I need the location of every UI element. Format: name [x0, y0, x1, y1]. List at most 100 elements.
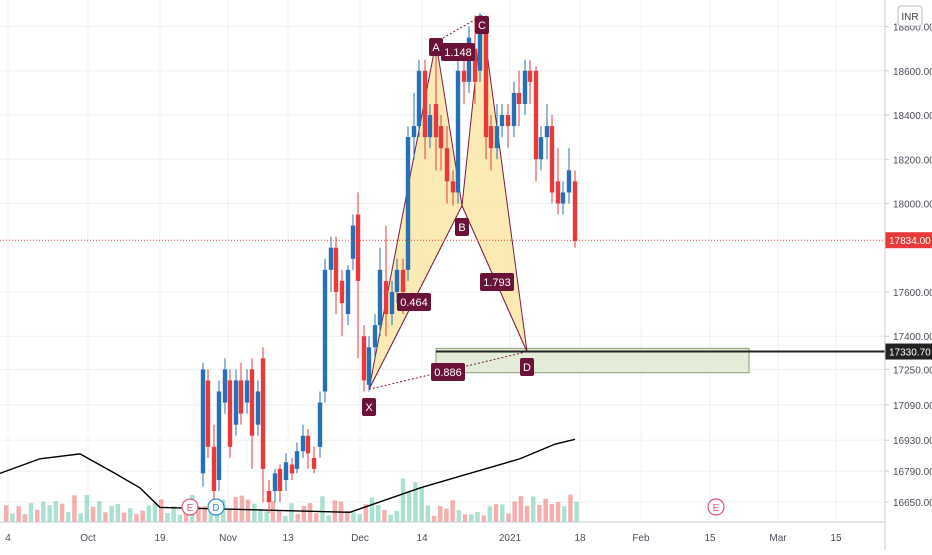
- x-tick-label: Feb: [632, 533, 650, 544]
- candle-body: [350, 225, 356, 259]
- candle-body: [533, 70, 539, 160]
- candle-body: [488, 126, 494, 149]
- volume-bar: [568, 494, 573, 522]
- volume-bar: [500, 504, 505, 522]
- candle-body: [444, 148, 450, 182]
- x-tick-label: Dec: [351, 533, 369, 544]
- candle-body: [305, 435, 311, 454]
- price-lines: 17834.00 17330.70: [0, 232, 932, 360]
- volume-bar: [481, 515, 486, 522]
- pattern-point-d-bg: [520, 358, 534, 376]
- candle-body: [328, 247, 334, 270]
- volume-bar: [227, 510, 232, 522]
- volume-bar: [16, 506, 21, 522]
- current-price-label: 17834.00: [889, 236, 931, 247]
- candle-body: [311, 457, 317, 469]
- candle-body: [522, 70, 528, 104]
- candle-body: [377, 269, 383, 326]
- pattern-ac-line: [435, 15, 483, 43]
- candle-body: [366, 347, 372, 385]
- volume-bar: [431, 515, 437, 522]
- level-badge: [885, 343, 932, 360]
- candle-body: [483, 26, 489, 138]
- volume-bar: [493, 504, 499, 522]
- event-marker-circle: [207, 498, 225, 516]
- volume-bar: [363, 504, 369, 522]
- volume-bar: [214, 510, 220, 522]
- volume-bar: [413, 482, 418, 522]
- pattern-point-a-bg: [429, 38, 443, 56]
- ratio-label: 1.148: [444, 47, 472, 59]
- candle-body: [538, 137, 544, 160]
- pattern-point-x: X: [365, 402, 373, 414]
- volume-bar: [134, 514, 139, 522]
- current-price-badge: [885, 232, 932, 249]
- volume-bar: [369, 497, 375, 522]
- volume-bar: [444, 508, 449, 522]
- volume-bar: [283, 515, 288, 522]
- candle-body: [427, 115, 433, 138]
- price-axis[interactable]: 18800.00 18600.00 18400.00 18200.00 18000.00…: [884, 0, 932, 550]
- currency-badge[interactable]: INR: [897, 5, 923, 27]
- y-tick-label: 18800.00: [893, 23, 932, 34]
- volume-bar: [307, 503, 313, 522]
- candle-body: [289, 464, 295, 474]
- y-tick-label: 17090.00: [893, 401, 932, 412]
- candle-body: [499, 115, 505, 127]
- volume-bar: [146, 505, 152, 522]
- candle-body: [222, 369, 228, 403]
- event-marker-circle: [707, 498, 725, 516]
- ratio-label-bg: [480, 273, 514, 291]
- harmonic-pattern: [368, 15, 528, 390]
- time-axis[interactable]: 4 Oct 19 Nov 13 Dec 14 2021 18 Feb 15 Mar 15: [0, 521, 885, 544]
- volume-bar: [357, 514, 362, 522]
- volume-bar: [115, 503, 121, 522]
- x-tick-label: 14: [416, 533, 428, 544]
- volume-bar: [41, 501, 46, 522]
- pattern-point-d: D: [523, 362, 531, 374]
- volume-bar: [28, 503, 34, 522]
- volume-bar: [59, 503, 65, 522]
- candle-body: [300, 435, 306, 452]
- candle-body: [383, 280, 389, 315]
- volume-bar: [140, 510, 145, 522]
- x-tick-label: Nov: [219, 533, 237, 544]
- candle-body: [317, 402, 323, 447]
- volume-bar: [537, 505, 542, 522]
- moving-average: [0, 438, 576, 513]
- volume-bar: [394, 510, 400, 522]
- y-tick-label: 17250.00: [893, 365, 932, 376]
- volume-bar: [66, 512, 71, 522]
- x-tick-label: Mar: [769, 533, 787, 544]
- volume-bar: [400, 478, 406, 522]
- volume-bar: [462, 514, 468, 522]
- currency-label[interactable]: INR: [901, 12, 918, 23]
- y-tick-label: 16790.00: [893, 467, 932, 478]
- candle-body: [233, 380, 239, 425]
- volume-bar: [245, 499, 251, 522]
- volume-bar: [382, 509, 387, 522]
- pattern-point-b-bg: [455, 218, 469, 236]
- x-tick-label: 15: [704, 533, 716, 544]
- pattern-point-a: A: [432, 42, 440, 54]
- candle-body: [389, 291, 395, 315]
- candle-body: [400, 269, 406, 292]
- ratio-label-bg: [441, 43, 475, 61]
- volume-bar: [475, 511, 480, 522]
- y-tick-label: 18000.00: [893, 199, 932, 210]
- volume-bar: [425, 505, 431, 522]
- volume-bar: [351, 512, 356, 522]
- volume-bar: [320, 496, 325, 522]
- candle-body: [461, 70, 467, 82]
- candle-body: [416, 70, 422, 127]
- candle-body: [205, 380, 211, 447]
- candle-body: [260, 358, 266, 469]
- volume-bar: [345, 510, 350, 522]
- candle-body: [455, 70, 461, 193]
- ratio-label-bg: [431, 363, 465, 381]
- pattern-bd-line: [461, 205, 528, 352]
- x-tick-label: 2021: [499, 533, 522, 544]
